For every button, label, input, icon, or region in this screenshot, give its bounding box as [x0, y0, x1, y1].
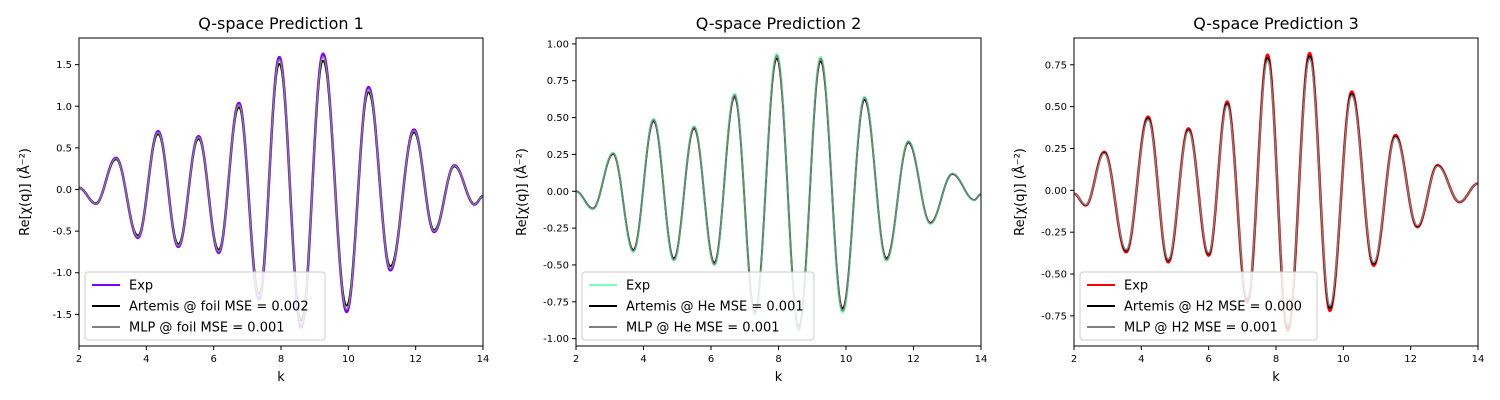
- x-tick-label: 10: [1337, 354, 1350, 365]
- y-tick-label: -0.50: [543, 260, 569, 271]
- y-tick-label: -1.5: [52, 310, 72, 321]
- series-line-2: [576, 54, 981, 331]
- x-tick-label: 8: [1273, 354, 1279, 365]
- y-tick-label: 0.00: [1045, 186, 1067, 197]
- legend-label: Artemis @ He MSE = 0.001: [626, 300, 804, 315]
- x-axis-label: k: [277, 370, 285, 385]
- y-tick-label: 1.0: [56, 102, 72, 113]
- legend-label: MLP @ H2 MSE = 0.001: [1124, 321, 1278, 336]
- legend-box: [84, 271, 326, 341]
- chart-q-space-prediction-1: 2 4 6 8 10 12 14 -1.5 -1.0 -0.5 0.0 0.5 1.0 1.5 Q-spac…: [17, 14, 489, 385]
- series-lines: [576, 53, 981, 333]
- series-lines: [1074, 51, 1478, 333]
- x-axis-label: k: [775, 370, 783, 385]
- x-tick-label: 4: [143, 354, 149, 365]
- legend-label: Exp: [626, 279, 650, 294]
- y-tick-label: 0.25: [547, 150, 569, 161]
- y-tick-label: 0.50: [1045, 102, 1067, 113]
- y-tick-label: -0.25: [543, 224, 569, 235]
- x-tick-label: 10: [342, 354, 355, 365]
- y-tick-label: 0.75: [1045, 60, 1067, 71]
- y-axis-label: Re[χ(q)] (Å⁻²): [17, 148, 33, 236]
- y-tick-label: -0.75: [543, 297, 569, 308]
- x-tick-label: 4: [640, 354, 646, 365]
- chart-title: Q-space Prediction 3: [1193, 14, 1359, 33]
- x-tick-label: 4: [1138, 354, 1144, 365]
- y-tick-label: -0.25: [1041, 228, 1067, 239]
- legend: Exp Artemis @ H2 MSE = 0.000 MLP @ H2 MSE …: [1079, 271, 1318, 341]
- legend-box: [1079, 271, 1318, 341]
- y-tick-label: -0.5: [52, 227, 72, 238]
- x-tick-label: 14: [1472, 354, 1485, 365]
- y-tick-label: 0.00: [547, 187, 569, 198]
- x-tick-label: 2: [1071, 354, 1077, 365]
- legend-box: [581, 271, 815, 341]
- y-tick-label: -0.50: [1041, 270, 1067, 281]
- y-tick-label: 1.5: [56, 60, 72, 71]
- x-tick-label: 10: [840, 354, 853, 365]
- y-tick-label: 1.00: [547, 39, 569, 50]
- x-tick-label: 6: [1205, 354, 1211, 365]
- x-tick-label: 8: [775, 354, 781, 365]
- y-tick-label: 0.0: [56, 185, 72, 196]
- y-tick-label: 0.75: [547, 76, 569, 87]
- x-tick-label: 6: [708, 354, 714, 365]
- legend: Exp Artemis @ He MSE = 0.001 MLP @ He MSE …: [581, 271, 815, 341]
- chart-title: Q-space Prediction 2: [696, 14, 862, 33]
- legend-label: Artemis @ H2 MSE = 0.000: [1124, 300, 1302, 315]
- y-axis-label: Re[χ(q)] (Å⁻²): [514, 148, 530, 236]
- chart-q-space-prediction-3: 2 4 6 8 10 12 14 -0.75 -0.50 -0.25 0.00 0.25 0.50 0.7…: [1012, 14, 1484, 385]
- x-axis-label: k: [1272, 370, 1280, 385]
- x-tick-label: 12: [1404, 354, 1417, 365]
- x-tick-label: 12: [907, 354, 920, 365]
- y-axis-label: Re[χ(q)] (Å⁻²): [1012, 148, 1028, 236]
- legend-label: Artemis @ foil MSE = 0.002: [129, 300, 309, 315]
- series-line-2: [1074, 57, 1478, 326]
- series-lines: [79, 52, 483, 329]
- legend: Exp Artemis @ foil MSE = 0.002 MLP @ foil …: [84, 271, 326, 341]
- legend-label: MLP @ He MSE = 0.001: [626, 321, 780, 336]
- y-tick-label: 0.25: [1045, 144, 1067, 155]
- x-tick-label: 6: [210, 354, 216, 365]
- x-tick-label: 14: [477, 354, 490, 365]
- y-tick-label: -0.75: [1041, 311, 1067, 322]
- x-tick-label: 2: [573, 354, 579, 365]
- legend-label: Exp: [129, 279, 153, 294]
- series-line-2: [79, 55, 483, 326]
- x-tick-label: 2: [76, 354, 82, 365]
- chart-title: Q-space Prediction 1: [198, 14, 364, 33]
- y-tick-label: 0.5: [56, 143, 72, 154]
- chart-q-space-prediction-2: 2 4 6 8 10 12 14 -1.00 -0.75 -0.50 -0.25 0.00 0.25 0.…: [514, 14, 987, 385]
- x-tick-label: 12: [409, 354, 422, 365]
- legend-label: Exp: [1124, 279, 1148, 294]
- y-tick-label: -1.0: [52, 268, 72, 279]
- legend-label: MLP @ foil MSE = 0.001: [129, 321, 285, 336]
- x-tick-label: 14: [975, 354, 988, 365]
- y-tick-label: -1.00: [543, 334, 569, 345]
- y-tick-label: 0.50: [547, 113, 569, 124]
- x-tick-label: 8: [278, 354, 284, 365]
